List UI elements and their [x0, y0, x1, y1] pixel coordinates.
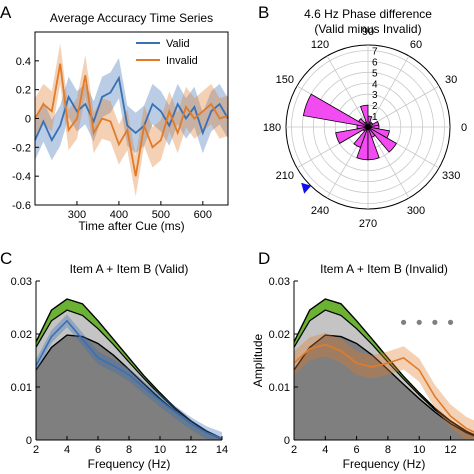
x-tick-label: 4: [64, 444, 70, 456]
angle-tick-label: 30: [445, 74, 457, 86]
y-tick-label: 0.01: [269, 382, 290, 394]
angle-tick-label: 90: [362, 26, 374, 38]
x-tick-label: 6: [354, 444, 360, 456]
polar-bar: [367, 126, 397, 153]
panel-label-c: C: [0, 249, 12, 268]
chart-title: Average Accuracy Time Series: [50, 11, 213, 25]
angle-tick-label: 120: [311, 39, 329, 51]
panel-c: 2 4 6 8 10 12 14 0 0.01 0.02 0.03 Item A + Item B (…: [11, 262, 229, 471]
polar-bar: [302, 93, 369, 128]
radial-tick-label: 3: [372, 90, 378, 101]
radial-tick-label: 4: [372, 79, 378, 90]
y-tick-label: -0.4: [12, 171, 31, 183]
angle-tick-label: 0: [461, 122, 467, 134]
x-tick-label: 2: [33, 444, 39, 456]
angle-tick-label: 60: [410, 39, 422, 51]
radial-tick-label: 2: [372, 101, 378, 112]
light-gray-band: [36, 310, 222, 439]
radial-tick-label: 5: [372, 68, 378, 79]
polar-bar: [335, 126, 369, 144]
angle-tick-label: 210: [276, 170, 294, 182]
polar-bar: [367, 126, 390, 139]
y-tick-label: 0: [26, 435, 32, 447]
angle-grid-line: [367, 126, 410, 199]
chart-subtitle: (Valid minus Invalid): [314, 22, 421, 36]
mean-phase-marker: [301, 182, 312, 194]
chart-title: Item A + Item B (Invalid): [320, 262, 448, 276]
series-line: [36, 319, 222, 440]
series-line-valid: [34, 75, 229, 143]
significance-dot: [416, 319, 422, 325]
angle-tick-label: 330: [442, 170, 460, 182]
x-tick-label: 6: [95, 444, 101, 456]
x-axis-label: Frequency (Hz): [88, 457, 171, 471]
panel-a: 300 400 500 600 -0.6 -0.4 -0.2 0 0.2 0.4 Average A…: [12, 11, 229, 233]
x-tick-label: 300: [68, 209, 86, 221]
ci-band-valid: [35, 57, 228, 161]
angle-tick-label: 270: [359, 218, 377, 230]
panel-label-a: A: [0, 3, 12, 22]
series-line: [294, 343, 474, 433]
significance-dot: [447, 319, 454, 325]
panel-label-d: D: [258, 249, 270, 268]
x-tick-label: 4: [322, 444, 328, 456]
x-tick-label: 8: [126, 444, 132, 456]
y-tick-label: -0.6: [12, 200, 31, 212]
y-tick-label: 0.02: [11, 329, 32, 341]
y-tick-label: 0.02: [269, 329, 290, 341]
x-tick-label: 400: [110, 209, 128, 221]
x-tick-label: 500: [152, 209, 170, 221]
angle-tick-label: 300: [407, 205, 425, 217]
y-tick-label: 0.2: [16, 85, 31, 97]
angle-grid-line: [367, 55, 410, 128]
significance-dot: [432, 319, 438, 325]
x-tick-label: 14: [216, 444, 228, 456]
angle-grid-line: [326, 55, 369, 128]
dark-gray-area: [294, 335, 474, 440]
series-ci-band: [294, 332, 474, 440]
chart-title: Item A + Item B (Valid): [70, 262, 189, 276]
significance-dot: [400, 319, 407, 325]
gray-upper-line: [36, 309, 222, 439]
y-tick-label: 0.03: [11, 276, 32, 288]
angle-tick-label: 240: [311, 205, 329, 217]
x-axis-label: Frequency (Hz): [343, 457, 426, 471]
y-tick-label: 0.03: [269, 276, 290, 288]
panel-label-b: B: [258, 3, 269, 22]
x-tick-label: 10: [154, 444, 166, 456]
x-tick-label: 8: [385, 444, 391, 456]
x-axis-label: Time after Cue (ms): [78, 219, 184, 233]
y-axis-label: Amplitude: [251, 334, 265, 388]
x-tick-label: 600: [194, 209, 212, 221]
gray-upper-line: [294, 309, 474, 436]
chart-title: 4.6 Hz Phase difference: [304, 7, 432, 21]
legend-label-invalid: Invalid: [166, 55, 198, 67]
angle-tick-label: 180: [263, 122, 281, 134]
plot-area: [294, 298, 474, 440]
x-tick-label: 10: [413, 444, 425, 456]
y-tick-label: 0: [25, 114, 31, 126]
radial-tick-label: 7: [372, 46, 378, 57]
radial-tick-label: 6: [372, 57, 378, 68]
angle-grid-line: [367, 85, 440, 128]
x-tick-label: 12: [444, 444, 456, 456]
y-tick-label: 0.4: [16, 56, 31, 68]
y-tick-label: -0.2: [12, 142, 31, 154]
panel-d: 2 4 6 8 10 12 0 0.01 0.02 0.03 Item A + Item B (In…: [251, 262, 474, 471]
black-mean-line: [294, 334, 474, 437]
dark-gray-area: [36, 335, 222, 440]
series-line-invalid: [34, 63, 229, 177]
y-tick-label: 0.01: [11, 382, 32, 394]
y-tick-label: 0: [284, 435, 290, 447]
radial-tick-label: 1: [372, 112, 378, 123]
x-tick-label: 2: [291, 444, 297, 456]
plot-area: [36, 298, 222, 440]
angle-tick-label: 150: [276, 74, 294, 86]
x-tick-label: 12: [185, 444, 197, 456]
legend-label-valid: Valid: [166, 38, 190, 50]
series-ci-band: [36, 314, 222, 440]
